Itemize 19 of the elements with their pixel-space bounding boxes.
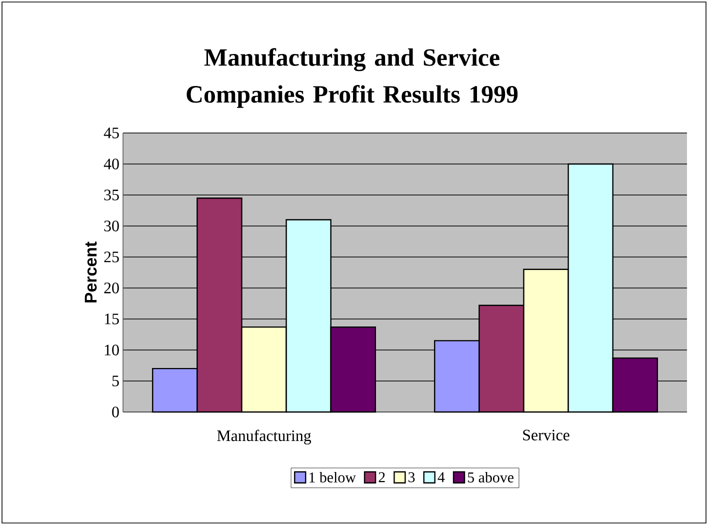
legend-label: 5 above [468,472,514,482]
legend-label: 4 [438,472,445,482]
x-tick-label: Service [523,430,570,440]
legend-label: 3 [408,472,415,482]
chart-title: Manufacturing and Service Companies Profit Results 1999 [186,48,518,108]
y-tick-label: 10 [104,344,119,356]
legend-label: 2 [378,472,385,482]
y-tick-label: 40 [104,158,119,170]
y-axis-title: Percent [84,242,97,302]
y-tick-label: 15 [104,314,119,324]
y-tick-label: 0 [112,406,119,418]
y-tick-label: 35 [104,190,119,200]
y-tick-label: 25 [104,252,119,262]
x-tick-label: Manufacturing [217,430,312,444]
y-tick-label: 20 [104,282,119,294]
y-tick-label: 45 [104,128,119,138]
y-tick-label: 5 [112,376,119,386]
legend-label: 1 below [310,472,356,482]
y-tick-label: 30 [104,220,119,232]
